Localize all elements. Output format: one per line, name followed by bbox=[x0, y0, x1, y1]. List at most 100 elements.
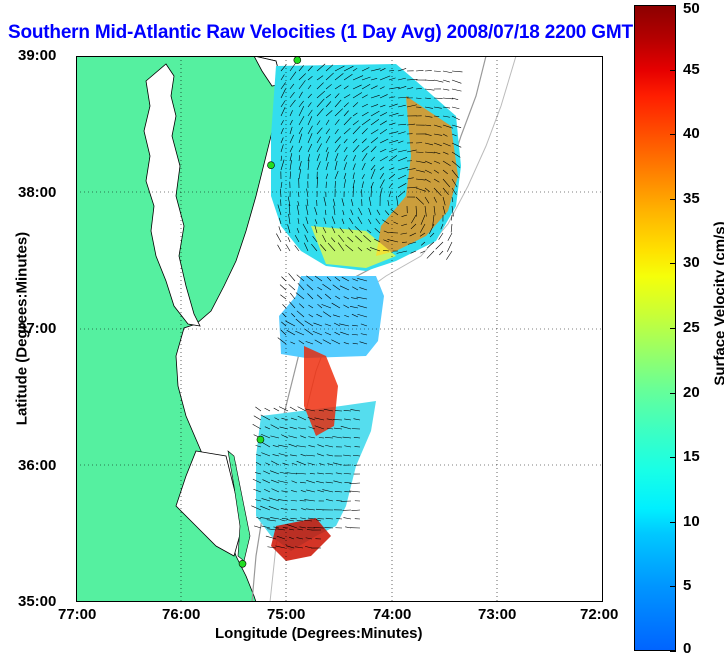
velocity-vector bbox=[281, 321, 287, 327]
velocity-vector bbox=[298, 73, 306, 81]
velocity-vector bbox=[325, 481, 334, 484]
velocity-vector bbox=[352, 186, 354, 198]
velocity-vector bbox=[339, 323, 350, 327]
velocity-vector bbox=[401, 214, 408, 217]
velocity-vector bbox=[406, 79, 418, 81]
velocity-vector bbox=[339, 227, 345, 234]
velocity-vector bbox=[300, 453, 307, 457]
colorbar-tick-mark bbox=[670, 328, 676, 329]
velocity-vector bbox=[387, 200, 390, 207]
velocity-vector bbox=[379, 187, 383, 198]
velocity-vector bbox=[440, 223, 444, 230]
velocity-vector bbox=[322, 227, 327, 234]
velocity-vector bbox=[334, 136, 342, 144]
velocity-vector bbox=[325, 161, 329, 171]
velocity-vector bbox=[260, 505, 271, 511]
velocity-vector bbox=[288, 443, 298, 448]
velocity-vector bbox=[298, 126, 303, 135]
velocity-vector bbox=[289, 153, 293, 162]
velocity-vector bbox=[308, 314, 314, 318]
velocity-vector bbox=[361, 189, 363, 198]
velocity-vector bbox=[316, 120, 321, 126]
velocity-vector bbox=[350, 409, 361, 412]
velocity-vector bbox=[265, 462, 271, 466]
velocity-vector bbox=[314, 219, 318, 225]
velocity-vector bbox=[343, 410, 352, 412]
velocity-vector bbox=[439, 250, 444, 256]
velocity-vector bbox=[276, 535, 286, 540]
velocity-vector bbox=[281, 518, 289, 520]
velocity-vector bbox=[280, 188, 282, 198]
velocity-vector bbox=[331, 216, 336, 225]
velocity-vector bbox=[274, 417, 280, 421]
velocity-vector bbox=[334, 93, 340, 99]
velocity-vector bbox=[369, 247, 381, 252]
velocity-vector bbox=[442, 169, 448, 175]
velocity-vector bbox=[451, 97, 459, 100]
velocity-vector bbox=[442, 124, 454, 129]
x-tick: 77:00 bbox=[58, 606, 97, 623]
velocity-vector bbox=[323, 196, 327, 207]
velocity-vector bbox=[406, 168, 416, 171]
velocity-vector bbox=[370, 168, 376, 180]
velocity-vector bbox=[352, 172, 355, 180]
x-tick: 74:00 bbox=[373, 606, 412, 623]
velocity-vector bbox=[382, 219, 390, 225]
velocity-vector bbox=[305, 341, 314, 345]
velocity-vector bbox=[307, 293, 314, 300]
velocity-vector bbox=[291, 462, 298, 466]
velocity-field-south-hot bbox=[304, 346, 338, 436]
y-tick: 38:00 bbox=[18, 184, 57, 201]
velocity-vector bbox=[270, 517, 280, 520]
velocity-vector bbox=[281, 417, 289, 421]
velocity-vector bbox=[379, 138, 389, 144]
velocity-vector bbox=[290, 341, 296, 345]
velocity-vector bbox=[326, 427, 334, 430]
velocity-vector bbox=[343, 296, 350, 300]
velocity-vector bbox=[325, 135, 331, 144]
pamlico-sound bbox=[175, 450, 242, 557]
velocity-vector bbox=[370, 78, 378, 81]
velocity-vector bbox=[307, 462, 316, 466]
velocity-vector bbox=[361, 118, 371, 126]
velocity-vector bbox=[424, 196, 430, 204]
velocity-vector bbox=[287, 224, 291, 234]
colorbar-tick-mark bbox=[670, 586, 676, 588]
velocity-vector bbox=[334, 108, 344, 117]
velocity-vector bbox=[278, 453, 289, 457]
velocity-vector bbox=[433, 97, 443, 99]
velocity-vector bbox=[307, 143, 313, 153]
velocity-vector bbox=[321, 304, 332, 309]
velocity-vector bbox=[388, 167, 395, 171]
velocity-vector bbox=[288, 213, 291, 225]
velocity-vector bbox=[351, 297, 359, 300]
velocity-vector bbox=[379, 148, 387, 153]
velocity-vector bbox=[451, 214, 453, 221]
y-tick: 37:00 bbox=[18, 320, 57, 337]
velocity-vector bbox=[343, 65, 354, 72]
velocity-vector bbox=[261, 525, 271, 529]
velocity-vector bbox=[334, 73, 344, 81]
velocity-vector bbox=[426, 241, 435, 249]
velocity-vector bbox=[343, 473, 352, 475]
velocity-vector bbox=[343, 304, 350, 309]
velocity-vector bbox=[304, 329, 314, 336]
y-tick: 36:00 bbox=[18, 457, 57, 474]
velocity-vector bbox=[363, 235, 372, 243]
velocity-vector bbox=[271, 488, 280, 493]
velocity-vector bbox=[370, 110, 380, 117]
velocity-vector bbox=[370, 164, 376, 171]
velocity-vector bbox=[406, 123, 416, 126]
colorbar-tick-mark bbox=[670, 134, 676, 136]
velocity-vector bbox=[286, 472, 298, 475]
velocity-vector bbox=[325, 64, 334, 72]
velocity-vector bbox=[324, 332, 332, 336]
velocity-vector bbox=[317, 489, 325, 493]
velocity-vector bbox=[354, 226, 363, 234]
velocity-vector bbox=[450, 223, 453, 233]
velocity-vector bbox=[451, 115, 460, 121]
velocity-vector bbox=[307, 102, 312, 108]
velocity-vector bbox=[307, 417, 316, 421]
velocity-vector bbox=[307, 153, 310, 162]
